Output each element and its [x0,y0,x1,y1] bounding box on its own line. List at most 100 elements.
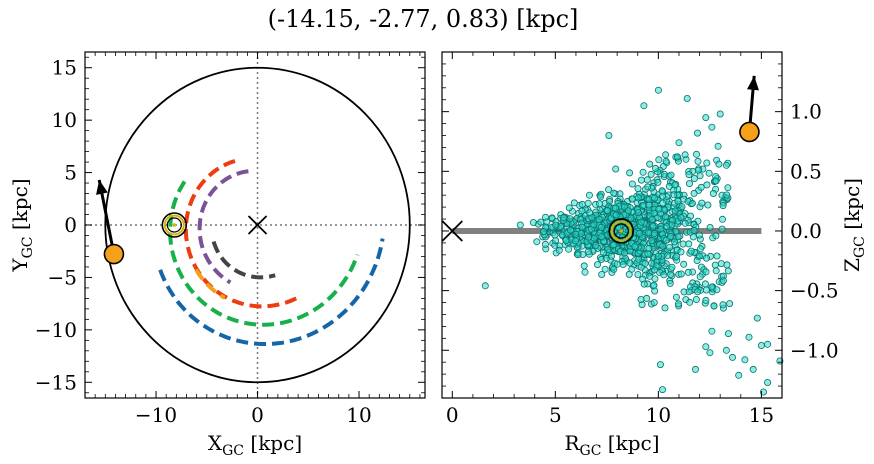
star-point [481,282,489,290]
star-point [605,186,613,194]
star-point [548,214,556,222]
galaxy-boundary-circle [104,66,411,384]
object-marker [739,121,760,143]
star-point [685,240,693,248]
star-point [675,300,683,308]
x-axis-label: XGC [kpc] [208,431,302,459]
y-tick-label: 15 [52,56,77,80]
star-point [647,170,655,178]
sun-marker-ring [610,220,632,242]
star-point [666,279,674,287]
star-point [626,169,634,177]
star-point [570,199,578,207]
star-point [648,236,656,244]
star-point [695,231,703,239]
x-tick-label: 10 [346,403,371,427]
star-point [598,270,606,278]
star-point [628,265,636,273]
star-point [659,242,667,250]
y-tick-label: −10 [35,318,77,342]
star-point [688,199,696,207]
figure-title: (-14.15, -2.77, 0.83) [kpc] [268,5,579,33]
star-point [652,164,660,172]
star-point [708,327,716,335]
star-point [678,203,686,211]
star-point [704,201,712,209]
sun-marker-inner [613,223,629,239]
star-point [613,260,621,268]
star-point [584,199,592,207]
star-point [692,295,700,303]
star-point [686,298,694,306]
star-point [719,277,727,285]
galactic-center-marker [247,215,268,235]
star-point [706,349,714,357]
y-axis-label: YGC [kpc] [8,178,36,272]
star-point [698,199,706,207]
rz-panel: 0 5 10 15 −1.0 −0.5 0.0 0.5 1.0 RGC [kpc] ZGC [kpc… [441,51,868,459]
star-point [674,153,682,161]
y-tick-label: 1.0 [790,100,822,124]
star-point [628,180,636,188]
star-point [654,86,662,94]
star-point [701,280,709,288]
star-point [551,231,559,239]
star-point [635,229,643,237]
star-point [679,240,687,248]
star-point [585,191,593,199]
star-point [712,177,720,185]
star-point [677,270,685,278]
star-point [596,200,604,208]
star-point [603,301,611,309]
star-point [637,176,645,184]
star-point [635,255,643,263]
star-point [724,184,732,192]
star-point [645,201,653,209]
star-point [656,361,664,369]
star-point [541,240,549,248]
star-point [703,181,711,189]
star-point [644,250,652,258]
object-marker [103,243,125,265]
star-point [610,189,618,197]
star-point [648,259,656,267]
star-point [680,260,688,268]
star-point [703,159,711,167]
star-point [703,254,711,262]
spiral-arm-4 [197,169,249,285]
star-point [651,194,659,202]
star-point [696,273,704,281]
star-point [590,234,598,242]
star-point [578,223,586,231]
star-point [552,237,560,245]
galactic-center-marker [441,220,463,242]
star-point [634,185,642,193]
star-point [595,215,603,223]
star-point [655,156,663,164]
star-point [709,189,717,197]
star-point [529,218,537,226]
star-point [660,271,668,279]
star-point [639,168,647,176]
star-point [735,371,743,379]
star-point [666,243,674,251]
star-point [681,151,689,159]
sun-marker-inner [166,217,182,233]
star-point [555,246,563,254]
star-point [658,187,666,195]
star-point [650,209,658,217]
star-point [760,388,768,396]
star-point [651,287,659,295]
sun-marker-dot [619,229,624,233]
star-point [586,209,594,217]
star-point [697,245,705,253]
star-point [680,288,688,296]
star-point [592,241,600,249]
star-point [722,346,730,354]
star-point [612,204,620,212]
star-point [640,102,648,110]
star-point [659,386,667,394]
velocity-arrow-head [747,75,759,91]
spiral-arm-1 [168,180,360,327]
star-point [566,215,574,223]
